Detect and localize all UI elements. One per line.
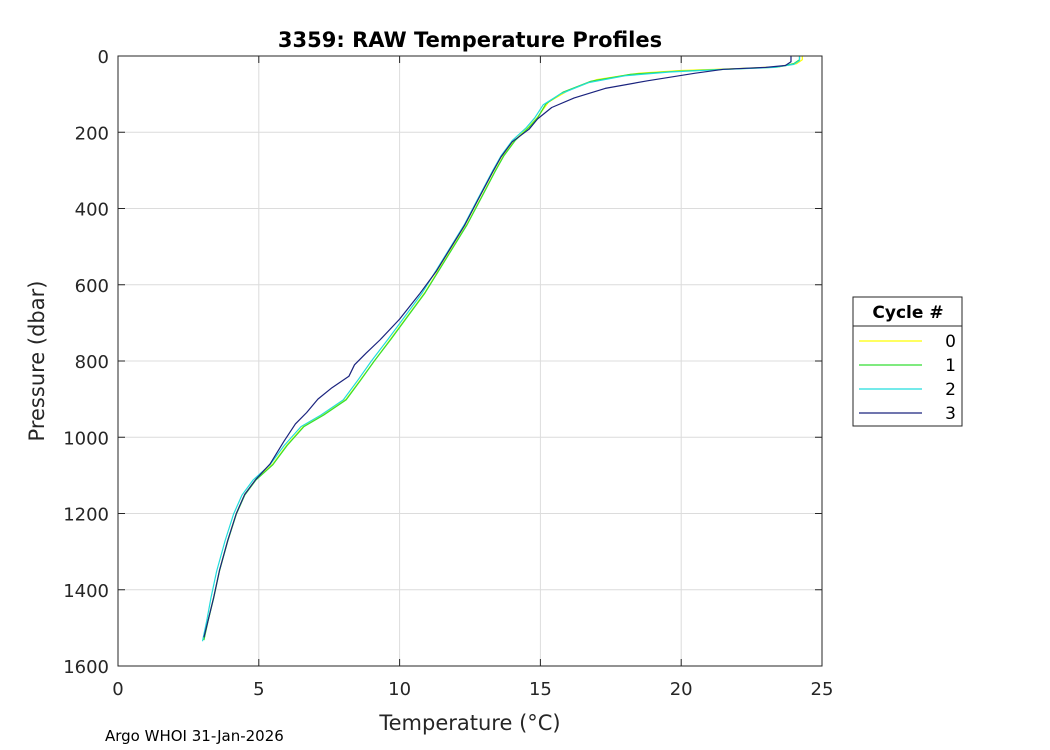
x-axis-label: Temperature (°C) xyxy=(378,711,560,735)
x-tick-label: 20 xyxy=(670,679,693,700)
legend-items: 0 1 2 3 xyxy=(859,332,956,424)
footer-credit: Argo WHOI 31-Jan-2026 xyxy=(105,727,284,745)
axis-ticks xyxy=(117,55,823,667)
x-tick-label: 5 xyxy=(253,679,264,700)
y-tick-label: 1600 xyxy=(63,657,109,678)
y-tick-label: 600 xyxy=(75,276,109,297)
x-tick-label: 25 xyxy=(811,679,834,700)
y-tick-label: 1400 xyxy=(63,581,109,602)
legend-label-cycle-1: 1 xyxy=(945,356,956,376)
legend-box xyxy=(852,296,963,427)
plot-series xyxy=(201,56,803,642)
y-tick-label: 1000 xyxy=(63,428,109,449)
chart-title: 3359: RAW Temperature Profiles xyxy=(278,28,662,52)
series-line-cycle-2 xyxy=(201,56,801,642)
legend-label-cycle-2: 2 xyxy=(945,380,956,400)
y-tick-label: 400 xyxy=(75,200,109,221)
x-tick-label: 0 xyxy=(112,679,123,700)
legend: Cycle # 0 1 2 3 xyxy=(852,296,963,427)
series-line-cycle-1 xyxy=(203,56,801,641)
series-line-cycle-0 xyxy=(203,56,803,640)
y-tick-label: 0 xyxy=(98,47,109,68)
y-tick-label: 1200 xyxy=(63,505,109,526)
x-tick-label: 15 xyxy=(529,679,552,700)
y-tick-labels: 0 200 400 600 800 1000 1200 1400 1600 xyxy=(63,47,109,678)
legend-title: Cycle # xyxy=(872,303,943,323)
y-tick-label: 200 xyxy=(75,123,109,144)
series-line-cycle-3 xyxy=(203,56,792,638)
y-axis-label: Pressure (dbar) xyxy=(25,281,49,442)
legend-label-cycle-3: 3 xyxy=(945,404,956,424)
x-tick-label: 10 xyxy=(388,679,411,700)
legend-label-cycle-0: 0 xyxy=(945,332,956,352)
grid-lines xyxy=(118,56,822,666)
x-tick-labels: 0 5 10 15 20 25 xyxy=(112,679,833,700)
y-tick-label: 800 xyxy=(75,352,109,373)
